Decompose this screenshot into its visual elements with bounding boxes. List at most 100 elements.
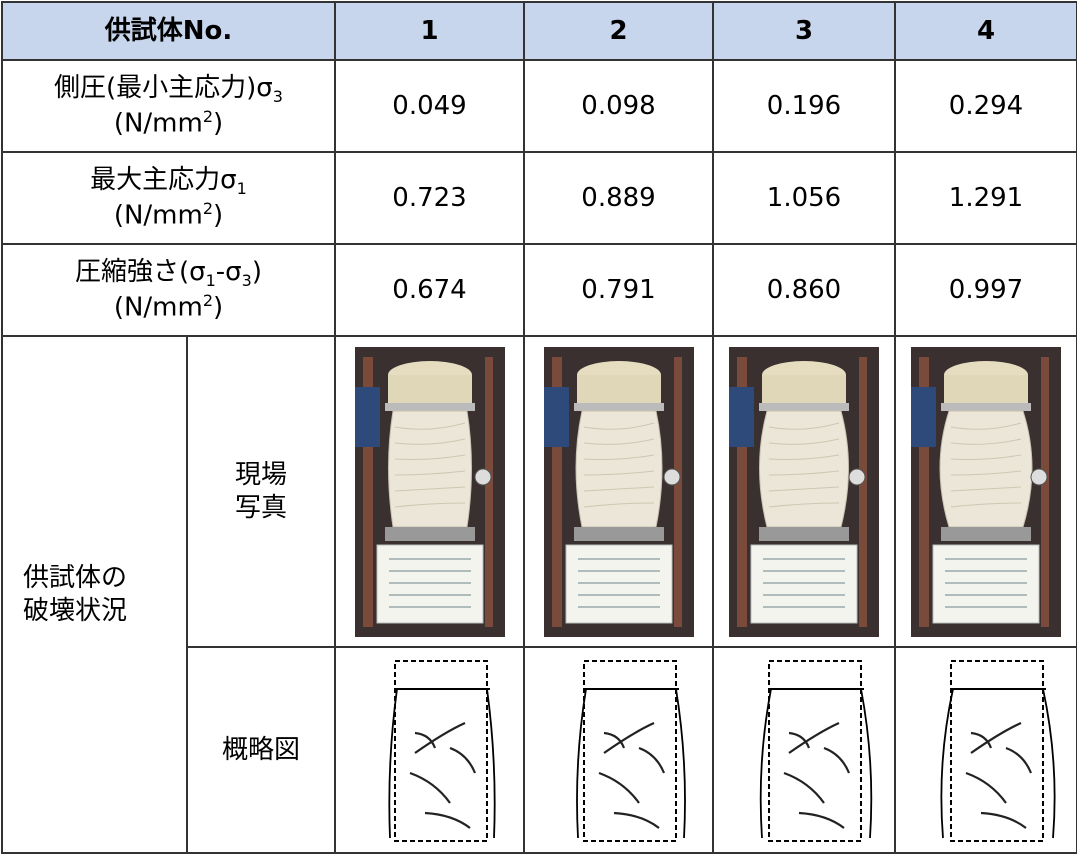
header-cell: 供試体No. (1, 1, 336, 61)
row-label: 最大主応力σ1 (N/mm2) (1, 151, 336, 245)
value-text: 0.889 (581, 182, 656, 213)
photo-cell (523, 335, 714, 648)
unit-text: (N/mm (113, 200, 203, 231)
value-text: 0.196 (766, 90, 842, 121)
sketch-cell (334, 646, 525, 854)
shape (940, 688, 1056, 838)
shape (384, 402, 475, 411)
failure-sketch (575, 659, 686, 842)
subscript: 1 (205, 271, 216, 291)
shape (583, 486, 654, 491)
shape (950, 470, 1022, 475)
header-row: 供試体No. 1 2 3 4 (1, 1, 1077, 61)
shape (543, 386, 569, 447)
superscript: 2 (202, 107, 214, 127)
shape (783, 771, 825, 804)
label-line: 側圧(最小主応力)σ3 (4, 72, 333, 107)
shape (768, 454, 840, 460)
shape (950, 486, 1022, 491)
shape (970, 731, 993, 748)
photo-row: 供試体の 破壊状況 現場 写真 (1, 335, 1077, 854)
photo-label: 現場 写真 (186, 335, 336, 648)
shape (409, 771, 451, 804)
unit-text: ) (213, 200, 224, 231)
shape (939, 410, 1033, 527)
shape (376, 544, 483, 623)
shape (424, 811, 471, 829)
value-text: 1.056 (766, 182, 842, 213)
failure-sketch (759, 659, 873, 842)
sketch-cell (712, 646, 896, 854)
shape (965, 771, 1007, 804)
shape (573, 526, 664, 541)
shape (768, 422, 840, 430)
shape (484, 356, 493, 627)
value-row: 最大主応力σ1 (N/mm2) 0.723 0.889 1.056 1.291 (1, 151, 1077, 245)
shape (759, 410, 849, 527)
shape (759, 526, 849, 541)
shape (583, 422, 654, 430)
unit-line: (N/mm2) (4, 291, 333, 324)
shape (941, 402, 1031, 411)
header-cell: 3 (712, 1, 896, 61)
shape (583, 438, 654, 445)
photo-cell (894, 335, 1077, 648)
label-line: 圧縮強さ(σ1-σ3) (4, 256, 333, 291)
value-text: 0.674 (392, 274, 467, 305)
value-text: 0.723 (392, 182, 467, 213)
label-text: 圧縮強さ(σ (74, 256, 206, 287)
shape (788, 731, 811, 748)
unit-text: (N/mm (113, 108, 203, 139)
value-text: 1.291 (948, 182, 1024, 213)
row-label: 圧縮強さ(σ1-σ3) (N/mm2) (1, 243, 336, 337)
value-cell: 0.860 (712, 243, 896, 337)
value-text: 0.098 (581, 90, 656, 121)
shape (576, 374, 661, 405)
header-text: 1 (420, 15, 439, 46)
shape (750, 544, 858, 623)
shape (768, 502, 840, 507)
failure-sketch (387, 659, 496, 842)
shape (638, 746, 665, 773)
unit-text: ) (213, 108, 224, 139)
shape (970, 721, 1022, 754)
specimen-photo (729, 346, 879, 637)
shape (768, 438, 840, 445)
sketch-cell (894, 646, 1077, 854)
shape (394, 470, 465, 475)
subscript: 3 (272, 87, 283, 107)
shape (762, 374, 846, 405)
shape (394, 438, 465, 445)
value-cell: 0.791 (523, 243, 714, 337)
header-cell: 2 (523, 1, 714, 61)
value-row: 側圧(最小主応力)σ3 (N/mm2) 0.049 0.098 0.196 0.294 (1, 59, 1077, 153)
shape (911, 386, 936, 447)
shape (387, 688, 496, 838)
shape (551, 356, 562, 627)
shape (823, 746, 851, 773)
value-cell: 0.674 (334, 243, 525, 337)
value-row: 圧縮強さ(σ1-σ3) (N/mm2) 0.674 0.791 0.860 0.997 (1, 243, 1077, 337)
shape (603, 731, 625, 748)
value-cell: 0.997 (894, 243, 1077, 337)
shape (583, 454, 654, 460)
label-text: -σ (215, 256, 242, 287)
shape (354, 386, 380, 447)
unit-text: (N/mm (113, 292, 203, 323)
shape (768, 486, 840, 491)
label-text: ) (251, 256, 263, 287)
shape (602, 721, 654, 754)
shape (737, 356, 747, 627)
photo-cell (712, 335, 896, 648)
unit-line: (N/mm2) (4, 199, 333, 232)
shape (474, 468, 491, 485)
value-cell: 1.291 (894, 151, 1077, 245)
label-line: 最大主応力σ1 (4, 164, 333, 199)
shape (413, 721, 465, 754)
shape (980, 811, 1027, 829)
value-text: 0.791 (581, 274, 656, 305)
photo-cell (334, 335, 525, 648)
shape (759, 688, 873, 838)
